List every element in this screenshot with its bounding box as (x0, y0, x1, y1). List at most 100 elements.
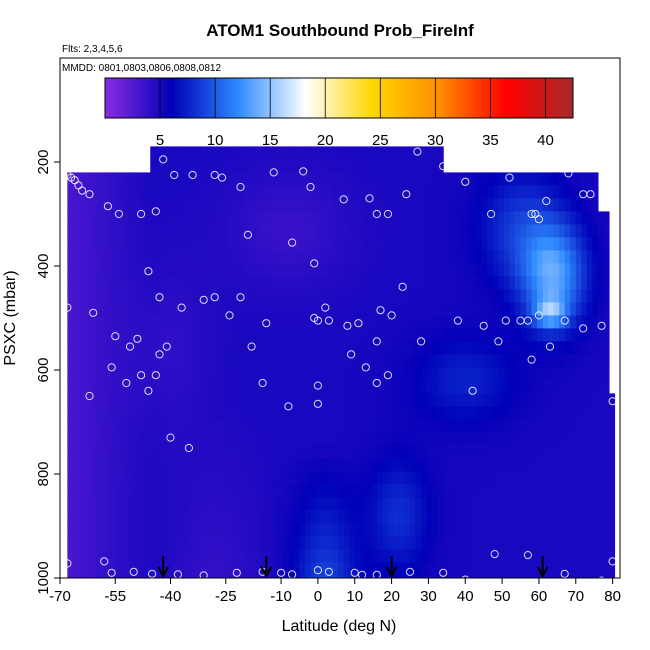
heatmap-cell (343, 250, 350, 264)
heatmap-cell (161, 549, 168, 563)
heatmap-cell (476, 198, 483, 212)
heatmap-cell (509, 354, 516, 368)
heatmap-cell (139, 328, 146, 342)
heatmap-cell (95, 471, 102, 485)
heatmap-cell (128, 393, 135, 407)
heatmap-cell (503, 211, 511, 225)
heatmap-cell (117, 237, 124, 251)
heatmap-cell (338, 549, 345, 563)
heatmap-cell (592, 471, 599, 485)
heatmap-cell (404, 341, 411, 355)
heatmap-cell (526, 237, 533, 251)
heatmap-cell (100, 198, 107, 212)
heatmap-cell (255, 549, 262, 563)
heatmap-cell (476, 484, 483, 498)
heatmap-cell (597, 549, 605, 563)
heatmap-cell (78, 523, 85, 537)
heatmap-cell (603, 289, 610, 303)
heatmap-cell (349, 276, 356, 290)
heatmap-cell (266, 549, 273, 563)
heatmap-cell (542, 458, 549, 472)
heatmap-cell (133, 497, 140, 511)
heatmap-cell (387, 380, 395, 394)
heatmap-cell (553, 393, 560, 407)
heatmap-cell (564, 419, 571, 433)
heatmap-cell (503, 562, 511, 576)
heatmap-cell (128, 341, 135, 355)
heatmap-cell (316, 341, 323, 355)
heatmap-cell (498, 276, 505, 290)
heatmap-cell (299, 484, 306, 498)
heatmap-cell (211, 549, 218, 563)
heatmap-cell (537, 432, 544, 446)
heatmap-cell (161, 445, 168, 459)
heatmap-cell (586, 445, 593, 459)
heatmap-cell (249, 185, 256, 199)
heatmap-cell (282, 432, 290, 446)
y-tick-label: 1000 (35, 561, 52, 594)
heatmap-cell (128, 471, 135, 485)
heatmap-cell (559, 328, 566, 342)
heatmap-cell (487, 536, 494, 550)
heatmap-cell (581, 263, 588, 277)
heatmap-cell (354, 185, 361, 199)
heatmap-cell (603, 484, 610, 498)
heatmap-cell (454, 315, 461, 329)
heatmap-cell (310, 146, 317, 160)
heatmap-cell (310, 575, 317, 578)
heatmap-cell (299, 549, 306, 563)
heatmap-cell (393, 237, 400, 251)
heatmap-cell (277, 211, 284, 225)
heatmap-cell (293, 276, 301, 290)
heatmap-cell (89, 393, 96, 407)
heatmap-cell (448, 289, 455, 303)
heatmap-cell (95, 432, 102, 446)
heatmap-cell (200, 211, 207, 225)
heatmap-cell (603, 263, 610, 277)
heatmap-cell (542, 471, 549, 485)
heatmap-cell (349, 471, 356, 485)
heatmap-cell (305, 341, 312, 355)
heatmap-cell (327, 432, 334, 446)
heatmap-cell (354, 250, 361, 264)
heatmap-cell (305, 432, 312, 446)
heatmap-cell (161, 276, 168, 290)
heatmap-cell (327, 146, 334, 160)
heatmap-cell (277, 497, 284, 511)
heatmap-cell (133, 406, 140, 420)
heatmap-cell (503, 497, 511, 511)
heatmap-cell (266, 510, 273, 524)
heatmap-cell (177, 172, 185, 186)
heatmap-cell (155, 445, 162, 459)
heatmap-cell (553, 380, 560, 394)
heatmap-cell (200, 393, 207, 407)
heatmap-cell (376, 471, 383, 485)
heatmap-cell (211, 276, 218, 290)
heatmap-cell (581, 510, 588, 524)
sample-point (586, 190, 595, 199)
heatmap-cell (349, 224, 356, 238)
heatmap-cell (481, 185, 488, 199)
heatmap-cell (238, 510, 245, 524)
x-tick-label: 50 (494, 588, 511, 605)
heatmap-cell (526, 341, 533, 355)
heatmap-cell (321, 315, 328, 329)
heatmap-cell (603, 237, 610, 251)
heatmap-cell (271, 523, 278, 537)
heatmap-cell (111, 302, 118, 316)
heatmap-cell (150, 146, 157, 160)
heatmap-cell (67, 393, 74, 407)
heatmap-cell (177, 237, 185, 251)
heatmap-cell (128, 458, 135, 472)
heatmap-cell (188, 237, 196, 251)
heatmap-cell (448, 276, 455, 290)
heatmap-cell (106, 276, 113, 290)
heatmap-cell (177, 419, 185, 433)
heatmap-cell (166, 393, 173, 407)
heatmap-cell (161, 523, 168, 537)
heatmap-cell (139, 367, 146, 381)
heatmap-cell (459, 263, 466, 277)
heatmap-cell (332, 393, 339, 407)
heatmap-cell (360, 198, 367, 212)
heatmap-cell (553, 211, 560, 225)
